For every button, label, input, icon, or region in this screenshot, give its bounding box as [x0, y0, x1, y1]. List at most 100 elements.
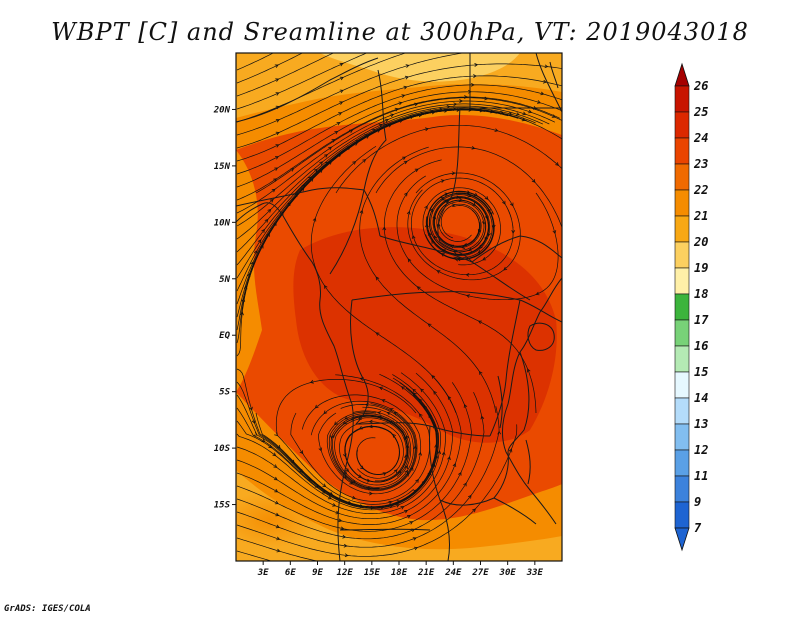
streamline-arrow — [261, 228, 265, 233]
streamline-arrow — [414, 168, 419, 173]
colorbar-level-label: 12 — [694, 443, 708, 457]
lake-victoria — [527, 322, 555, 351]
streamline — [427, 191, 491, 255]
lat-tick-label: 15N — [214, 162, 231, 172]
streamline-arrow — [405, 64, 410, 68]
streamline-arrow — [472, 508, 476, 513]
streamline-arrow — [491, 224, 496, 229]
streamline — [310, 400, 418, 491]
streamline-arrow — [290, 459, 295, 464]
streamline-arrow — [555, 162, 560, 166]
streamline-arrow — [314, 484, 319, 488]
streamline-arrow — [336, 122, 341, 126]
streamline-arrow — [412, 392, 417, 397]
streamline-arrow — [542, 79, 547, 84]
streamline-arrow — [405, 472, 409, 477]
streamline-arrow — [445, 199, 450, 204]
streamline — [255, 97, 562, 194]
streamline-arrow — [396, 500, 401, 504]
streamline-arrow — [463, 242, 468, 247]
streamline-arrow — [253, 432, 258, 436]
streamline — [236, 372, 453, 520]
streamline-arrow — [484, 236, 488, 241]
colorbar-level-label: 16 — [694, 339, 708, 353]
streamline-arrow — [257, 239, 262, 244]
streamline-arrow — [269, 198, 274, 203]
streamline-arrow — [436, 270, 441, 274]
streamline-arrow — [319, 161, 324, 166]
streamline-arrow — [334, 421, 338, 426]
streamline-arrow — [466, 294, 470, 298]
streamline-arrow — [362, 159, 367, 163]
streamline — [236, 374, 441, 511]
streamline — [236, 75, 562, 162]
streamline-arrow — [351, 479, 356, 483]
streamline-arrow — [366, 478, 371, 483]
colorbar-swatch — [674, 111, 690, 139]
chart-title: WBPT [C] and Sreamline at 300hPa, VT: 20… — [51, 18, 749, 46]
border-zambia — [429, 425, 509, 506]
streamline-arrow — [441, 451, 446, 456]
streamline — [236, 100, 556, 214]
border-drc-east — [489, 299, 521, 437]
lon-tick-label: 27E — [471, 568, 489, 578]
colorbar-level-label: 18 — [694, 287, 708, 301]
streamline-arrow — [322, 483, 327, 488]
colorbar-swatch — [674, 449, 690, 477]
streamline-arrow — [440, 179, 445, 183]
colorbar-swatch — [674, 319, 690, 347]
streamline-arrow — [309, 379, 314, 384]
streamline — [335, 124, 562, 194]
streamline-arrow — [415, 478, 419, 483]
streamline-arrow — [274, 167, 279, 171]
streamline — [425, 196, 491, 256]
streamline-arrow — [377, 411, 382, 415]
streamline — [330, 404, 416, 490]
colorbar-level-label: 25 — [693, 105, 708, 119]
streamline-arrow — [394, 107, 399, 112]
colorbar-swatch — [674, 137, 690, 165]
streamline-arrow — [451, 171, 456, 176]
streamline-arrow — [424, 205, 428, 210]
streamline-arrow — [398, 101, 403, 106]
border-angola — [355, 422, 491, 437]
streamline — [236, 84, 562, 175]
streamline-arrow — [453, 107, 457, 111]
colorbar-min-extension — [674, 527, 690, 552]
streamline-arrow — [503, 266, 508, 271]
colorbar-level-label: 19 — [694, 261, 708, 275]
streamline-arrow — [404, 75, 410, 80]
streamline-arrow — [527, 368, 531, 373]
lon-tick-label: 6E — [285, 568, 296, 578]
streamlines-layer — [236, 53, 562, 561]
colorbar-swatch — [674, 85, 690, 113]
streamline — [410, 177, 514, 276]
streamline-arrow — [339, 76, 344, 81]
lon-tick-label: 15E — [364, 568, 381, 578]
streamline-arrow — [325, 161, 330, 166]
streamline-arrow — [420, 388, 424, 393]
streamline-arrow — [344, 553, 349, 558]
streamline-arrow — [275, 144, 280, 148]
lon-tick-label: 3E — [257, 568, 269, 578]
streamline-arrow — [452, 462, 457, 467]
streamline — [310, 146, 457, 414]
streamline-arrow — [406, 210, 411, 215]
streamline-arrow — [404, 435, 408, 440]
border-angola-namibia — [339, 528, 431, 531]
streamline-arrow — [433, 390, 437, 395]
streamline-arrow — [318, 447, 323, 452]
streamline — [339, 410, 412, 486]
streamline — [236, 375, 462, 525]
streamline — [236, 53, 407, 123]
streamline-arrow — [324, 284, 328, 289]
streamline-arrow — [313, 168, 318, 173]
colorbar-level-label: 26 — [693, 79, 708, 93]
grads-credit: GrADS: IGES/COLA — [4, 604, 91, 614]
streamline-arrow — [413, 546, 418, 551]
lat-tick-label: 10N — [214, 218, 231, 228]
streamline-arrow — [403, 160, 408, 165]
streamline-arrow — [241, 297, 246, 302]
streamline-arrow — [343, 543, 348, 548]
streamline-arrow — [463, 482, 467, 487]
